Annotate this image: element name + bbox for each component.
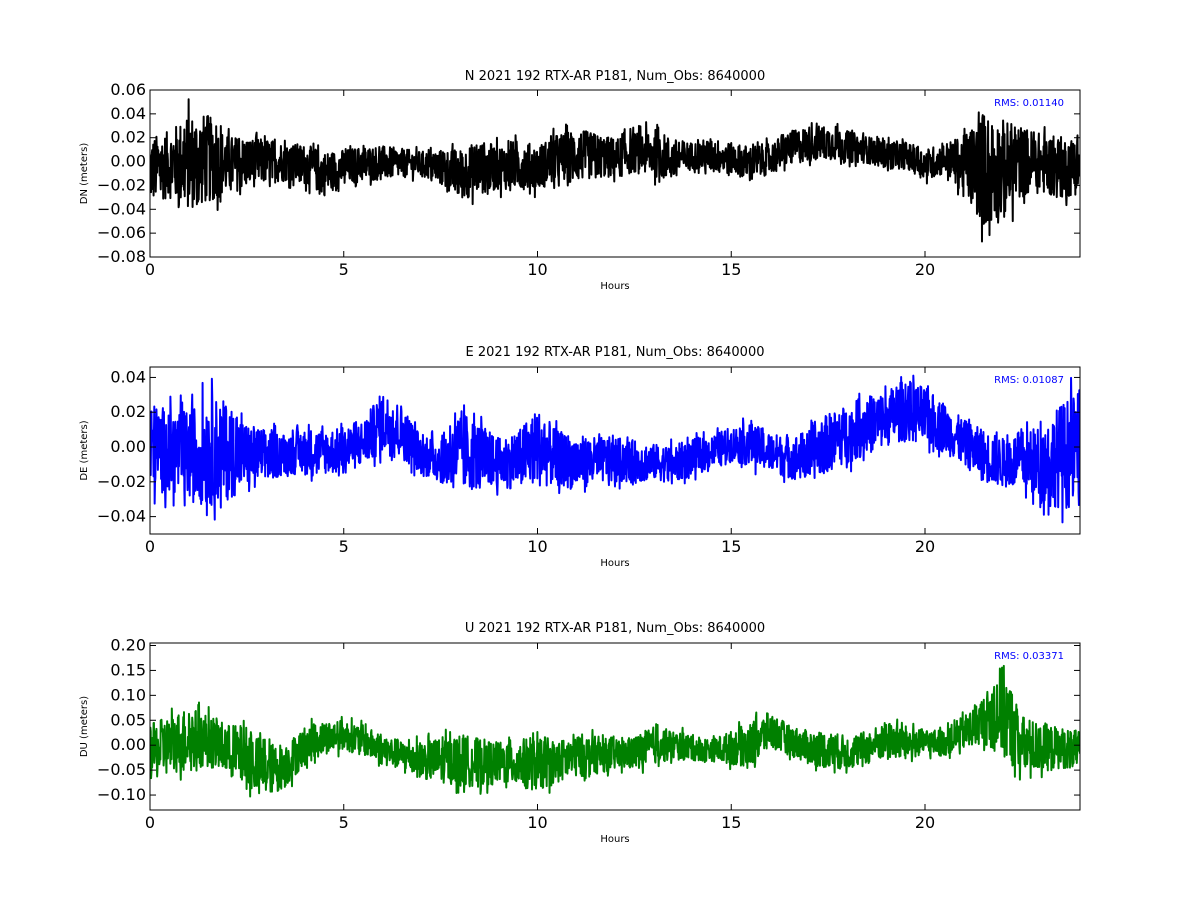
- east-x-tick-label: 10: [527, 537, 547, 556]
- up-rms-label: RMS: 0.03371: [994, 651, 1064, 662]
- up-panel-title: U 2021 192 RTX-AR P181, Num_Obs: 8640000: [465, 621, 765, 636]
- up-x-tick-label: 15: [721, 813, 741, 832]
- east-x-tick-label: 5: [339, 537, 349, 556]
- east-y-tick-label: −0.02: [97, 472, 146, 491]
- east-x-tick-label: 15: [721, 537, 741, 556]
- north-series-line: [150, 98, 1080, 243]
- north-plot-frame: [149, 89, 1081, 258]
- up-panel: U 2021 192 RTX-AR P181, Num_Obs: 8640000…: [79, 621, 1081, 845]
- north-rms-label: RMS: 0.01140: [994, 98, 1064, 109]
- north-y-tick-label: 0.04: [110, 104, 146, 123]
- north-y-tick-label: −0.06: [97, 223, 146, 242]
- north-ticks: 0 5 10 15 20 −0.08 −0.06 −0.04 −0.02 0.00 0.02 0.04…: [97, 80, 1080, 279]
- up-x-tick-label: 0: [145, 813, 155, 832]
- north-x-tick-label: 10: [527, 260, 547, 279]
- up-y-tick-label: 0.15: [110, 660, 146, 679]
- up-plot-frame: [149, 642, 1081, 811]
- north-panel: N 2021 192 RTX-AR P181, Num_Obs: 8640000…: [79, 69, 1081, 292]
- up-ticks: 0 5 10 15 20 −0.10 −0.05 0.00 0.05 0.10 0.15 0.20: [97, 635, 1080, 832]
- north-y-tick-label: 0.06: [110, 80, 146, 99]
- north-y-tick-label: −0.02: [97, 175, 146, 194]
- north-y-tick-label: −0.08: [97, 247, 146, 266]
- east-panel-title: E 2021 192 RTX-AR P181, Num_Obs: 8640000: [466, 345, 765, 360]
- up-series-line: [150, 664, 1080, 798]
- east-plot-frame: [149, 366, 1081, 535]
- east-y-tick-label: −0.04: [97, 507, 146, 526]
- east-x-axis-label: Hours: [600, 558, 629, 569]
- up-y-tick-label: 0.05: [110, 710, 146, 729]
- up-y-tick-label: −0.10: [97, 785, 146, 804]
- up-x-tick-label: 20: [915, 813, 935, 832]
- north-x-axis-label: Hours: [600, 281, 629, 292]
- east-series: [150, 374, 1080, 524]
- east-y-axis-label: DE (meters): [79, 420, 90, 480]
- east-y-tick-label: 0.04: [110, 367, 146, 386]
- east-panel: E 2021 192 RTX-AR P181, Num_Obs: 8640000…: [79, 345, 1081, 569]
- north-y-tick-label: 0.02: [110, 128, 146, 147]
- east-ticks: 0 5 10 15 20 −0.04 −0.02 0.00 0.02 0.04: [97, 367, 1080, 556]
- east-x-tick-label: 20: [915, 537, 935, 556]
- north-series: [150, 98, 1080, 243]
- east-x-tick-label: 0: [145, 537, 155, 556]
- east-rms-label: RMS: 0.01087: [994, 375, 1064, 386]
- up-x-tick-label: 10: [527, 813, 547, 832]
- north-x-tick-label: 5: [339, 260, 349, 279]
- east-y-tick-label: 0.02: [110, 402, 146, 421]
- up-y-axis-label: DU (meters): [79, 696, 90, 757]
- up-y-tick-label: 0.10: [110, 685, 146, 704]
- up-x-axis-label: Hours: [600, 834, 629, 845]
- up-x-tick-label: 5: [339, 813, 349, 832]
- east-series-line: [150, 374, 1080, 524]
- north-x-tick-label: 15: [721, 260, 741, 279]
- north-x-tick-label: 0: [145, 260, 155, 279]
- north-y-tick-label: −0.04: [97, 199, 146, 218]
- up-y-tick-label: 0.00: [110, 735, 146, 754]
- north-x-tick-label: 20: [915, 260, 935, 279]
- east-y-tick-label: 0.00: [110, 437, 146, 456]
- up-y-tick-label: −0.05: [97, 760, 146, 779]
- north-panel-title: N 2021 192 RTX-AR P181, Num_Obs: 8640000: [465, 69, 765, 84]
- up-y-tick-label: 0.20: [110, 635, 146, 654]
- north-y-tick-label: 0.00: [110, 152, 146, 171]
- north-y-axis-label: DN (meters): [79, 143, 90, 205]
- up-series: [150, 664, 1080, 798]
